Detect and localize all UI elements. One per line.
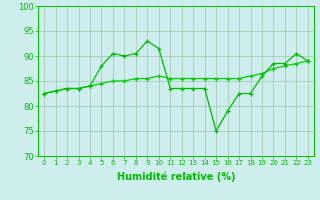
X-axis label: Humidité relative (%): Humidité relative (%) [117,172,235,182]
